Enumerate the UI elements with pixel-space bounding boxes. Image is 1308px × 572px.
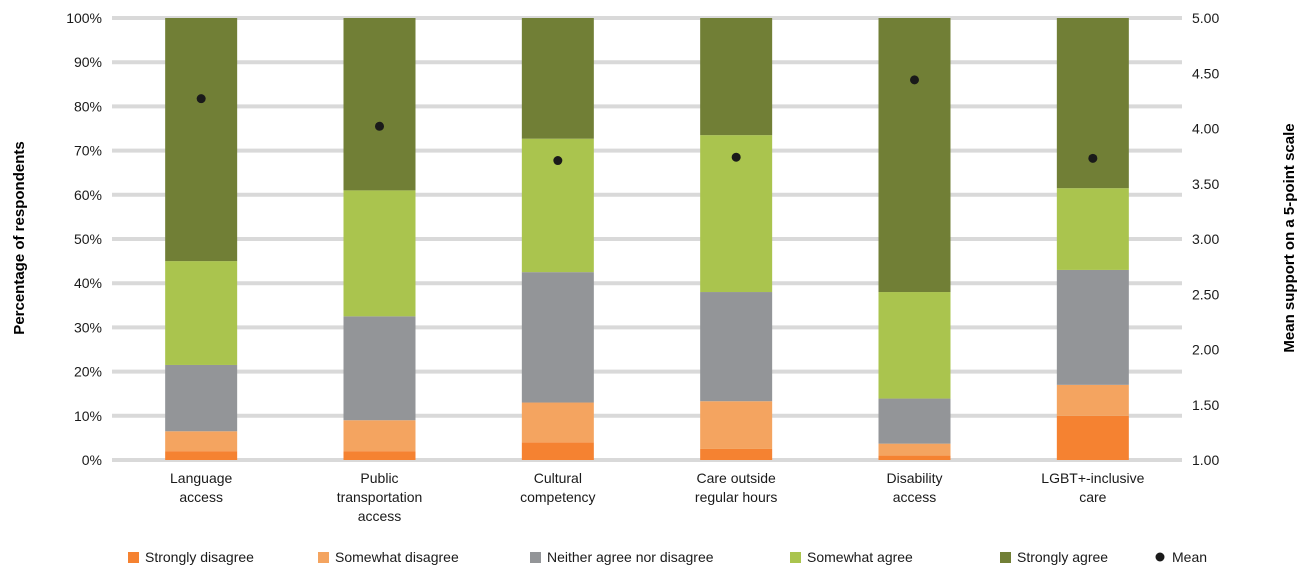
bar-segment	[700, 18, 773, 136]
x-tick-label: Language	[170, 470, 233, 486]
right-axis: 1.00 1.50 2.00 2.50 3.00 3.50 4.00 4.50 5.00	[1192, 10, 1219, 468]
bar-segment	[1056, 269, 1129, 385]
bar-segment	[343, 190, 416, 317]
y2-tick-label: 2.00	[1192, 342, 1219, 358]
y-tick-label: 20%	[74, 364, 102, 380]
y2-tick-label: 4.00	[1192, 121, 1219, 137]
legend-label: Mean	[1172, 549, 1207, 565]
x-tick-label: care	[1079, 489, 1106, 505]
legend-swatch	[1000, 552, 1011, 563]
x-tick-label: LGBT+-inclusive	[1041, 470, 1144, 486]
mean-marker	[910, 75, 919, 85]
x-tick-label: Cultural	[534, 470, 582, 486]
x-tick-label: competency	[520, 489, 595, 505]
x-tick-label: Care outside	[696, 470, 776, 486]
mean-marker	[1088, 153, 1098, 163]
bar-segment	[521, 18, 594, 139]
y-tick-label: 0%	[82, 452, 102, 468]
bar-segment	[165, 364, 238, 432]
legend-mean-marker	[1155, 552, 1165, 562]
legend-swatch	[128, 552, 139, 563]
bar-segment	[878, 292, 951, 399]
x-tick-label: access	[179, 489, 223, 505]
y-tick-label: 30%	[74, 319, 102, 335]
bar-segment	[878, 18, 951, 293]
bar-segment	[700, 292, 773, 402]
bar-segment	[700, 401, 773, 449]
bar-segment	[521, 442, 594, 460]
y2-tick-label: 3.00	[1192, 231, 1219, 247]
y2-tick-label: 2.50	[1192, 286, 1219, 302]
x-tick-label: Disability	[886, 470, 942, 486]
legend-label: Somewhat disagree	[335, 549, 459, 565]
bar-segment	[343, 316, 416, 421]
y-tick-label: 100%	[66, 10, 102, 26]
legend-label: Neither agree nor disagree	[547, 549, 714, 565]
bar-segment	[1056, 415, 1129, 460]
bar-segment	[343, 18, 416, 191]
mean-marker	[553, 156, 563, 166]
y-tick-label: 60%	[74, 187, 102, 203]
y-tick-label: 40%	[74, 275, 102, 291]
legend: Strongly disagree Somewhat disagree Neithe…	[128, 549, 1207, 565]
x-axis: Language access Public transportation access…	[170, 470, 1145, 524]
x-tick-label: access	[893, 489, 937, 505]
bar-segment	[343, 420, 416, 452]
y2-tick-label: 3.50	[1192, 176, 1219, 192]
bar-segment	[700, 448, 773, 460]
legend-swatch	[530, 552, 541, 563]
y-tick-label: 90%	[74, 54, 102, 70]
bars	[165, 18, 1129, 460]
mean-marker	[731, 152, 741, 162]
y-axis-title: Percentage of respondents	[11, 141, 28, 334]
left-axis: 0% 10% 20% 30% 40% 50% 60% 70% 80% 90% 100%	[66, 10, 102, 468]
y2-tick-label: 4.50	[1192, 65, 1219, 81]
x-tick-label: access	[358, 508, 402, 524]
bar-segment	[165, 261, 238, 365]
legend-label: Strongly agree	[1017, 549, 1108, 565]
x-tick-label: regular hours	[695, 489, 778, 505]
legend-label: Strongly disagree	[145, 549, 254, 565]
mean-markers	[196, 75, 1098, 166]
y-tick-label: 50%	[74, 231, 102, 247]
bar-segment	[521, 272, 594, 403]
y-tick-label: 70%	[74, 143, 102, 159]
bar-segment	[165, 451, 238, 460]
bar-segment	[878, 443, 951, 456]
gridlines	[112, 16, 1182, 462]
y2-tick-label: 5.00	[1192, 10, 1219, 26]
legend-label: Somewhat agree	[807, 549, 913, 565]
bar-segment	[1056, 188, 1129, 270]
y2-tick-label: 1.50	[1192, 397, 1219, 413]
y-tick-label: 80%	[74, 98, 102, 114]
bar-segment	[1056, 384, 1129, 416]
y2-tick-label: 1.00	[1192, 452, 1219, 468]
legend-swatch	[790, 552, 801, 563]
mean-marker	[196, 94, 206, 104]
y-tick-label: 10%	[74, 408, 102, 424]
legend-swatch	[318, 552, 329, 563]
bar-segment	[165, 18, 238, 262]
bar-segment	[165, 431, 238, 452]
bar-segment	[343, 451, 416, 460]
mean-marker	[375, 121, 384, 131]
x-tick-label: Public	[360, 470, 398, 486]
bar-segment	[521, 402, 594, 443]
bar-segment	[878, 398, 951, 444]
bar-segment	[878, 455, 951, 460]
y2-axis-title: Mean support on a 5-point scale	[1281, 123, 1298, 352]
x-tick-label: transportation	[337, 489, 423, 505]
